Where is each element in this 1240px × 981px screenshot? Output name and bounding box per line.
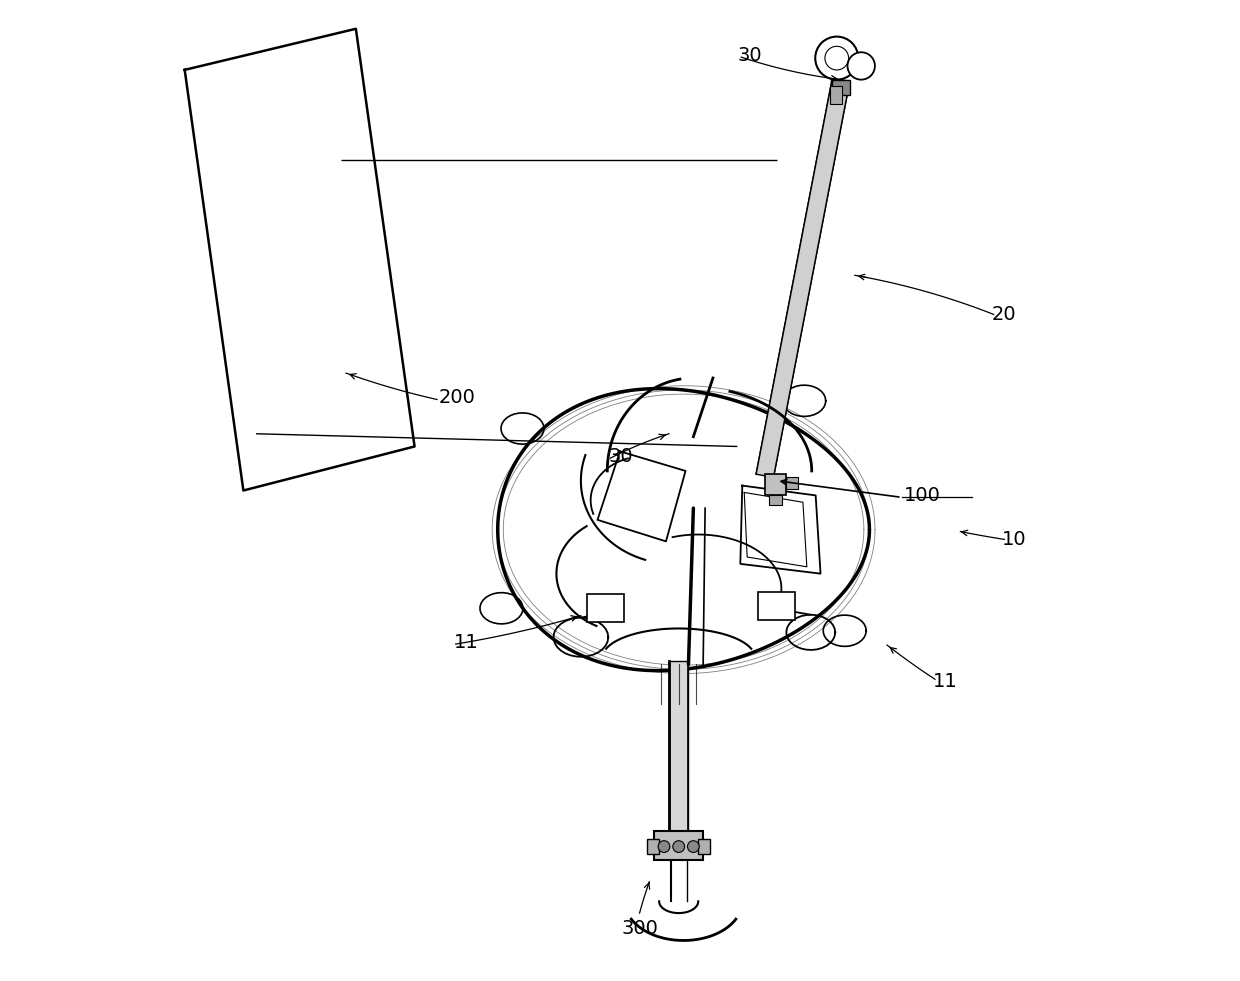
Text: 10: 10 <box>1002 530 1027 549</box>
Circle shape <box>658 841 670 852</box>
Text: 20: 20 <box>992 305 1017 324</box>
Text: 11: 11 <box>932 672 957 691</box>
Text: 200: 200 <box>439 388 476 407</box>
Text: 300: 300 <box>621 919 658 938</box>
Bar <box>587 594 624 622</box>
Polygon shape <box>756 77 849 478</box>
Text: 11: 11 <box>454 633 479 651</box>
Text: 100: 100 <box>904 486 941 505</box>
Circle shape <box>687 841 699 852</box>
Bar <box>668 661 688 852</box>
Bar <box>655 831 703 860</box>
Bar <box>758 593 795 620</box>
Bar <box>831 86 842 104</box>
Text: 30: 30 <box>609 446 632 466</box>
Circle shape <box>847 52 875 79</box>
Bar <box>647 839 660 854</box>
Text: 30: 30 <box>738 46 763 65</box>
Bar <box>765 474 786 495</box>
Bar <box>698 839 711 854</box>
Bar <box>769 495 782 505</box>
Bar <box>832 79 849 95</box>
Bar <box>786 477 799 489</box>
Circle shape <box>673 841 684 852</box>
Circle shape <box>815 36 858 79</box>
